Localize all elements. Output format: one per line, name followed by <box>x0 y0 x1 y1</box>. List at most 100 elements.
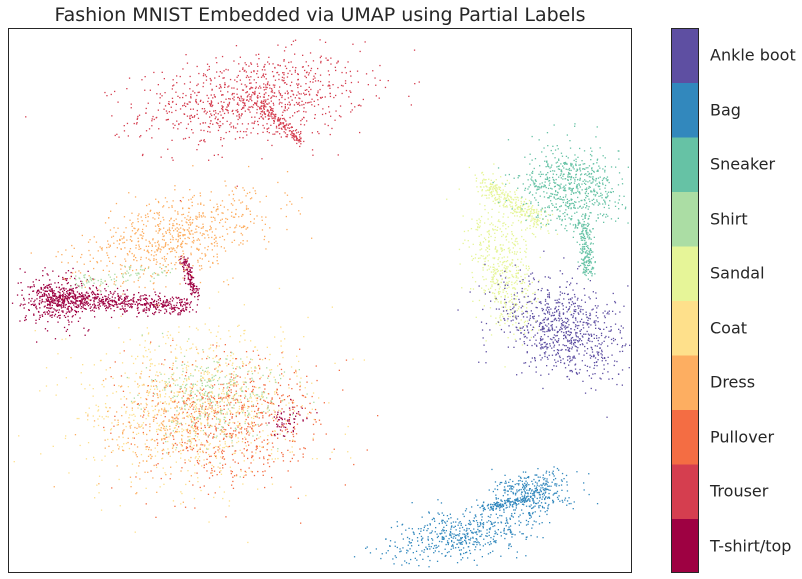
data-point <box>214 492 216 494</box>
data-point <box>56 305 58 307</box>
data-point <box>235 213 237 216</box>
data-point <box>76 291 79 293</box>
data-point <box>131 407 133 409</box>
data-point <box>199 451 201 453</box>
data-point <box>306 89 308 91</box>
data-point <box>232 216 235 218</box>
data-point <box>270 91 272 93</box>
data-point <box>56 309 58 311</box>
data-point <box>280 401 282 403</box>
data-point <box>222 225 224 227</box>
data-point <box>261 403 263 405</box>
data-point <box>238 405 241 408</box>
data-point <box>44 328 47 330</box>
data-point <box>77 304 79 306</box>
data-point <box>163 108 165 110</box>
data-point <box>148 240 150 243</box>
data-point <box>171 268 173 270</box>
data-point <box>166 299 168 301</box>
data-point <box>274 391 276 393</box>
data-point <box>114 415 116 417</box>
data-point <box>162 304 164 306</box>
data-point <box>140 266 142 268</box>
data-point <box>119 308 121 310</box>
data-point <box>174 407 176 409</box>
data-point <box>143 269 145 272</box>
data-point <box>311 149 314 151</box>
data-point <box>161 306 163 308</box>
data-point <box>104 91 106 94</box>
data-point <box>285 129 287 131</box>
data-point <box>209 77 211 80</box>
data-point <box>141 220 143 222</box>
data-point <box>246 240 248 242</box>
data-point <box>74 309 76 312</box>
data-point <box>186 103 188 105</box>
data-point <box>47 299 49 301</box>
data-point <box>236 103 238 105</box>
data-point <box>188 270 190 273</box>
data-point <box>155 308 157 310</box>
data-point <box>165 425 168 427</box>
data-point <box>233 377 235 379</box>
data-point <box>106 95 108 97</box>
data-point <box>266 82 269 85</box>
data-point <box>110 316 113 319</box>
data-point <box>284 92 286 94</box>
data-point <box>169 271 171 274</box>
data-point <box>191 426 194 428</box>
data-point <box>267 462 269 464</box>
data-point <box>223 450 225 452</box>
data-point <box>221 431 223 433</box>
data-point <box>67 319 69 321</box>
data-point <box>168 419 170 421</box>
data-point <box>253 122 255 125</box>
data-point <box>192 242 195 244</box>
data-point <box>183 266 185 269</box>
data-point <box>267 61 269 63</box>
data-point <box>300 123 302 126</box>
data-point <box>183 304 185 306</box>
data-point <box>166 385 169 387</box>
data-point <box>218 421 221 423</box>
data-point <box>293 454 295 456</box>
data-point <box>62 295 64 297</box>
data-point <box>161 379 163 382</box>
data-point <box>116 287 119 290</box>
data-point <box>51 288 53 290</box>
data-point <box>118 448 120 450</box>
data-point <box>196 408 198 410</box>
data-point <box>358 104 361 106</box>
data-point <box>111 304 113 306</box>
data-point <box>169 428 171 430</box>
data-point <box>123 298 126 300</box>
data-point <box>247 226 249 229</box>
data-point <box>254 415 257 418</box>
data-point <box>178 426 180 428</box>
data-point <box>108 246 110 248</box>
data-point <box>291 446 293 448</box>
data-point <box>152 301 155 303</box>
data-point <box>156 438 158 441</box>
data-point <box>138 248 140 250</box>
data-point <box>222 106 224 108</box>
data-point <box>143 223 145 226</box>
data-point <box>65 330 67 332</box>
data-point <box>218 325 220 327</box>
data-point <box>65 312 67 315</box>
data-point <box>207 366 209 369</box>
data-point <box>230 351 232 353</box>
data-point <box>92 278 94 280</box>
data-point <box>176 223 178 225</box>
data-point <box>195 225 198 227</box>
data-point <box>102 304 104 306</box>
data-point <box>72 315 74 317</box>
data-point <box>126 376 128 379</box>
data-point <box>178 224 181 226</box>
data-point <box>109 260 111 262</box>
data-point <box>174 189 176 191</box>
data-point <box>239 424 241 427</box>
data-point <box>214 110 217 112</box>
data-point <box>228 373 231 375</box>
data-point <box>192 420 194 423</box>
